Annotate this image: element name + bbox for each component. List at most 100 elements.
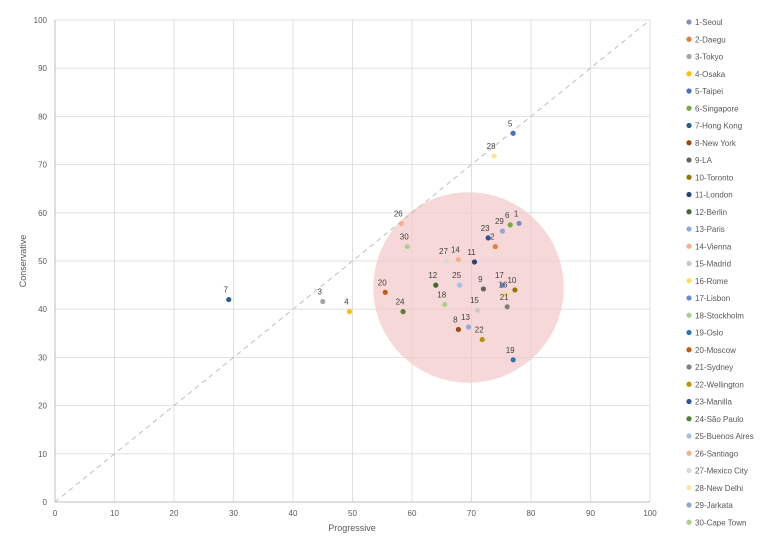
point-label-23: 23 <box>481 224 490 233</box>
data-point-24 <box>400 309 406 315</box>
data-point-14 <box>455 256 462 263</box>
legend-entry: 6-Singapore <box>695 104 739 113</box>
data-point-9 <box>480 286 486 292</box>
legend-entry: 13-Paris <box>695 225 725 234</box>
legend-marker <box>686 53 692 60</box>
point-label-22: 22 <box>475 326 484 335</box>
x-tick-label: 100 <box>643 509 657 518</box>
legend-entry: 10-Toronto <box>695 173 734 182</box>
point-label-10: 10 <box>507 276 516 285</box>
data-point-30 <box>404 243 410 250</box>
point-label-27: 27 <box>439 247 448 256</box>
data-point-3 <box>320 298 326 305</box>
legend-marker <box>686 519 692 525</box>
legend-entry: 5-Taipei <box>695 87 723 96</box>
data-point-25 <box>457 282 463 288</box>
y-tick-label: 20 <box>38 402 47 411</box>
point-label-28: 28 <box>487 142 496 151</box>
legend-entry: 19-Oslo <box>695 329 724 338</box>
legend-marker <box>686 191 692 198</box>
data-point-6 <box>507 222 513 228</box>
data-point-23 <box>485 235 491 241</box>
point-label-18: 18 <box>437 290 446 299</box>
point-label-19: 19 <box>506 346 515 355</box>
legend-entry: 18-Stockholm <box>695 311 744 320</box>
legend-entry: 15-Madrid <box>695 260 731 269</box>
data-point-27 <box>443 258 450 264</box>
data-point-18 <box>442 301 448 307</box>
diagonal-reference-line <box>54 19 651 503</box>
legend-marker <box>686 295 692 301</box>
x-tick-label: 0 <box>53 509 58 518</box>
legend-entry: 25-Buenos Aires <box>695 432 754 441</box>
legend-entry: 7-Hong Kong <box>695 122 742 131</box>
point-label-1: 1 <box>514 209 519 218</box>
legend-entry: 16-Rome <box>695 277 728 286</box>
data-point-1 <box>516 220 522 227</box>
y-tick-label: 70 <box>38 161 47 170</box>
legend-entry: 17-Lisbon <box>695 294 730 303</box>
legend-entry: 11-London <box>695 191 733 200</box>
diagonal-line-layer <box>54 19 651 503</box>
point-label-16: 16 <box>499 281 508 290</box>
y-tick-label: 80 <box>38 112 47 121</box>
point-label-21: 21 <box>500 293 509 302</box>
legend-marker <box>686 122 692 129</box>
data-point-7 <box>226 296 232 303</box>
y-tick-label: 10 <box>38 450 47 459</box>
x-tick-label: 50 <box>348 509 357 518</box>
point-label-3: 3 <box>318 287 323 296</box>
legend-marker <box>686 467 692 474</box>
x-tick-label: 30 <box>229 509 238 518</box>
legend-marker <box>686 364 692 370</box>
legend-entry: 20-Moscow <box>695 346 736 355</box>
data-point-2 <box>492 243 498 250</box>
x-tick-label: 10 <box>110 509 119 518</box>
data-point-26 <box>398 220 404 227</box>
legend-marker <box>686 278 692 284</box>
legend-marker <box>686 19 692 25</box>
x-tick-label: 40 <box>289 509 298 518</box>
legend-entry: 1-Seoul <box>695 18 723 27</box>
data-point-10 <box>512 287 518 293</box>
x-tick-label: 20 <box>170 509 179 518</box>
x-tick-label: 90 <box>586 509 595 518</box>
point-label-20: 20 <box>378 278 387 287</box>
legend-marker <box>686 347 692 353</box>
data-point-5 <box>510 130 516 136</box>
y-tick-label: 90 <box>38 64 47 73</box>
legend-marker <box>686 36 692 42</box>
legend-marker <box>686 157 692 163</box>
data-point-29 <box>499 228 506 234</box>
x-tick-label: 70 <box>467 509 476 518</box>
x-tick-label: 60 <box>408 509 417 518</box>
legend-marker <box>686 450 692 456</box>
legend-entry: 27-Mexico City <box>695 467 748 476</box>
legend-entry: 21-Sydney <box>695 363 733 372</box>
point-label-14: 14 <box>451 246 460 255</box>
legend-marker <box>686 433 692 439</box>
point-label-11: 11 <box>467 248 476 257</box>
data-point-22 <box>479 336 485 343</box>
point-label-17: 17 <box>495 271 504 280</box>
legend-marker <box>686 260 692 267</box>
data-point-11 <box>471 259 478 265</box>
legend-entry: 12-Berlin <box>695 208 727 217</box>
data-point-8 <box>455 326 462 333</box>
point-label-25: 25 <box>452 271 461 280</box>
legend-entry: 23-Manilla <box>695 398 732 407</box>
point-label-13: 13 <box>461 313 470 322</box>
point-label-7: 7 <box>224 286 229 295</box>
legend-entry: 2-Daegu <box>695 35 726 44</box>
legend-entry: 4-Osaka <box>695 70 726 79</box>
legend-marker <box>686 88 692 94</box>
data-point-21 <box>504 304 510 310</box>
point-label-5: 5 <box>508 119 513 128</box>
legend-marker <box>686 312 692 318</box>
data-point-13 <box>465 324 472 330</box>
point-label-6: 6 <box>505 211 510 220</box>
point-label-29: 29 <box>495 217 504 226</box>
